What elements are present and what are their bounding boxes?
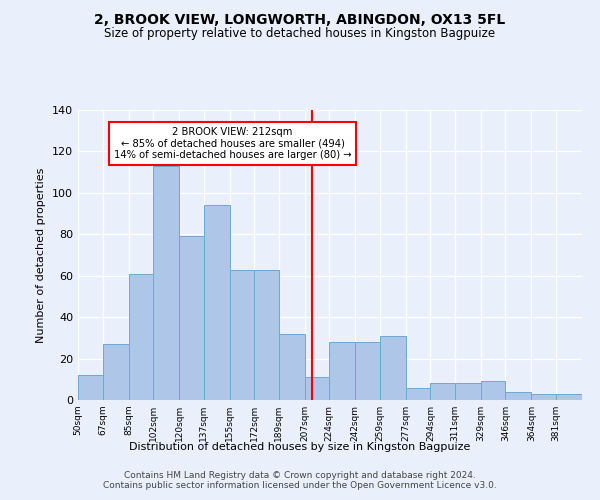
Text: Contains HM Land Registry data © Crown copyright and database right 2024.
Contai: Contains HM Land Registry data © Crown c… bbox=[103, 470, 497, 490]
Bar bbox=[78, 375, 103, 400]
Bar bbox=[505, 392, 532, 400]
Bar bbox=[481, 382, 505, 400]
Text: 2 BROOK VIEW: 212sqm
← 85% of detached houses are smaller (494)
14% of semi-deta: 2 BROOK VIEW: 212sqm ← 85% of detached h… bbox=[114, 126, 352, 160]
Y-axis label: Number of detached properties: Number of detached properties bbox=[37, 168, 46, 342]
Bar bbox=[305, 377, 329, 400]
Text: Size of property relative to detached houses in Kingston Bagpuize: Size of property relative to detached ho… bbox=[104, 28, 496, 40]
Bar bbox=[532, 394, 556, 400]
Bar bbox=[230, 270, 254, 400]
Bar bbox=[153, 166, 179, 400]
Bar bbox=[254, 270, 279, 400]
Bar bbox=[203, 206, 230, 400]
Bar bbox=[406, 388, 430, 400]
Bar bbox=[279, 334, 305, 400]
Text: Distribution of detached houses by size in Kingston Bagpuize: Distribution of detached houses by size … bbox=[130, 442, 470, 452]
Bar bbox=[128, 274, 153, 400]
Bar bbox=[430, 384, 455, 400]
Bar bbox=[103, 344, 128, 400]
Text: 2, BROOK VIEW, LONGWORTH, ABINGDON, OX13 5FL: 2, BROOK VIEW, LONGWORTH, ABINGDON, OX13… bbox=[94, 12, 506, 26]
Bar bbox=[582, 398, 600, 400]
Bar bbox=[179, 236, 203, 400]
Bar bbox=[556, 394, 582, 400]
Bar bbox=[455, 384, 481, 400]
Bar bbox=[355, 342, 380, 400]
Bar bbox=[380, 336, 406, 400]
Bar bbox=[329, 342, 355, 400]
